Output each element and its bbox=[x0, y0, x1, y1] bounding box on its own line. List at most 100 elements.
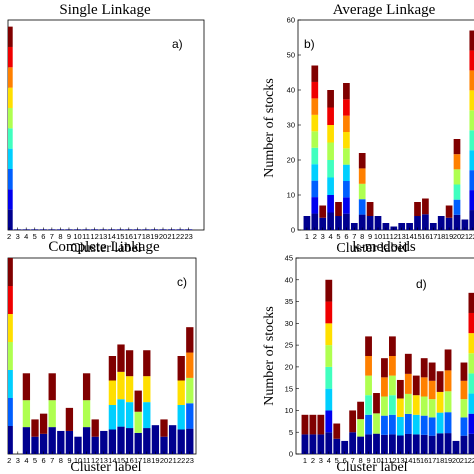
x-tick-label: 22 bbox=[177, 456, 185, 465]
bar-segment bbox=[357, 401, 364, 420]
bar-segment bbox=[8, 342, 13, 370]
bar-segment bbox=[186, 327, 194, 353]
x-tick-label: 3 bbox=[319, 456, 323, 465]
bars bbox=[8, 26, 193, 230]
bar-segment bbox=[468, 353, 474, 374]
bar-segment bbox=[436, 391, 444, 413]
bar-segment bbox=[358, 183, 366, 200]
x-tick-label: 4 bbox=[24, 232, 28, 241]
bar-segment bbox=[22, 427, 31, 454]
x-tick-label: 20 bbox=[453, 232, 461, 241]
bar-segment bbox=[444, 349, 452, 371]
panel-label: a) bbox=[172, 37, 183, 51]
x-tick-label: 3 bbox=[16, 232, 20, 241]
x-tick-label: 8 bbox=[59, 456, 63, 465]
bar-segment bbox=[301, 434, 309, 454]
bar-segment bbox=[311, 213, 319, 230]
bar-segment bbox=[8, 258, 13, 286]
bar-segment bbox=[381, 396, 388, 416]
bar-segment bbox=[469, 110, 474, 131]
x-tick-label: 21 bbox=[167, 232, 175, 241]
x-tick-label: 17 bbox=[428, 456, 436, 465]
x-tick-label: 17 bbox=[429, 232, 437, 241]
bar-segment bbox=[333, 423, 341, 439]
bar-segment bbox=[349, 432, 357, 454]
bar-segment bbox=[341, 440, 349, 454]
x-tick-label: 6 bbox=[41, 232, 45, 241]
bar-segment bbox=[422, 214, 429, 230]
x-tick-label: 8 bbox=[360, 232, 364, 241]
bar-segment bbox=[381, 377, 388, 397]
bar-segment bbox=[460, 399, 468, 418]
bar-segment bbox=[396, 416, 404, 436]
bar-segment bbox=[82, 373, 91, 401]
bar-segment bbox=[406, 223, 413, 230]
x-tick-label: 10 bbox=[372, 456, 380, 465]
y-tick-label: 5 bbox=[289, 428, 293, 437]
y-ticks: 0 5 10 15 20 25 30 35 40 45 bbox=[285, 254, 299, 459]
y-tick-label: 40 bbox=[287, 86, 295, 95]
y-tick-label: 10 bbox=[285, 406, 293, 415]
bar-segment bbox=[469, 70, 474, 91]
bar-segment bbox=[325, 366, 333, 389]
bar-segment bbox=[143, 402, 151, 429]
x-tick-label: 12 bbox=[91, 456, 99, 465]
bar-segment bbox=[335, 202, 342, 216]
x-tick-label: 16 bbox=[125, 456, 133, 465]
x-tick-label: 9 bbox=[67, 456, 71, 465]
bar-segment bbox=[311, 197, 319, 214]
bar-segment bbox=[366, 216, 374, 230]
bar-segment bbox=[373, 393, 380, 414]
bars bbox=[301, 279, 474, 454]
bar-segment bbox=[469, 150, 474, 171]
chart-title: Average Linkage bbox=[333, 2, 436, 18]
bar-segment bbox=[108, 380, 117, 405]
bar-segment bbox=[373, 413, 380, 434]
x-tick-label: 2 bbox=[311, 456, 315, 465]
bar-segment bbox=[160, 419, 168, 437]
bar-segment bbox=[437, 216, 445, 230]
bar-segment bbox=[469, 170, 474, 191]
bar-segment bbox=[343, 213, 350, 230]
bar-segment bbox=[0, 448, 4, 454]
y-tick-label: 35 bbox=[285, 297, 293, 306]
bar-segment bbox=[143, 376, 151, 403]
bar-segment bbox=[453, 199, 461, 215]
bar-segment bbox=[8, 46, 13, 68]
bar-segment bbox=[469, 190, 474, 211]
x-tick-label: 1 bbox=[305, 232, 309, 241]
x-tick-label: 12 bbox=[388, 456, 396, 465]
y-axis-label: Number of stocks bbox=[262, 78, 277, 178]
bar-segment bbox=[389, 414, 396, 435]
bar-segment bbox=[358, 214, 366, 230]
bar-segment bbox=[8, 168, 13, 190]
bar-segment bbox=[91, 436, 99, 454]
x-tick-label: 5 bbox=[335, 456, 339, 465]
chart-title: k-medoids bbox=[352, 239, 415, 255]
bar-segment bbox=[468, 292, 474, 313]
bar-segment bbox=[469, 130, 474, 151]
bar-segment bbox=[57, 430, 65, 454]
bar-segment bbox=[48, 427, 56, 454]
x-tick-label: 16 bbox=[420, 456, 428, 465]
bar-segment bbox=[335, 216, 342, 230]
bar-segment bbox=[327, 90, 334, 108]
bar-segment bbox=[444, 433, 452, 454]
plot-frame bbox=[7, 19, 205, 231]
bar-segment bbox=[445, 217, 453, 230]
bar-segment bbox=[444, 391, 452, 413]
bar-segment bbox=[428, 362, 436, 381]
x-tick-label: 14 bbox=[108, 456, 116, 465]
bar-segment bbox=[349, 410, 357, 433]
x-tick-label: 1 bbox=[303, 456, 307, 465]
bar-segment bbox=[358, 153, 366, 169]
x-tick-label: 12 bbox=[90, 232, 98, 241]
bar-segment bbox=[325, 388, 333, 411]
y-tick-label: 50 bbox=[287, 51, 295, 60]
x-tick-label: 14 bbox=[405, 232, 413, 241]
bar-segment bbox=[452, 440, 460, 454]
x-tick-label: 19 bbox=[444, 456, 452, 465]
bar-segment bbox=[381, 415, 388, 435]
